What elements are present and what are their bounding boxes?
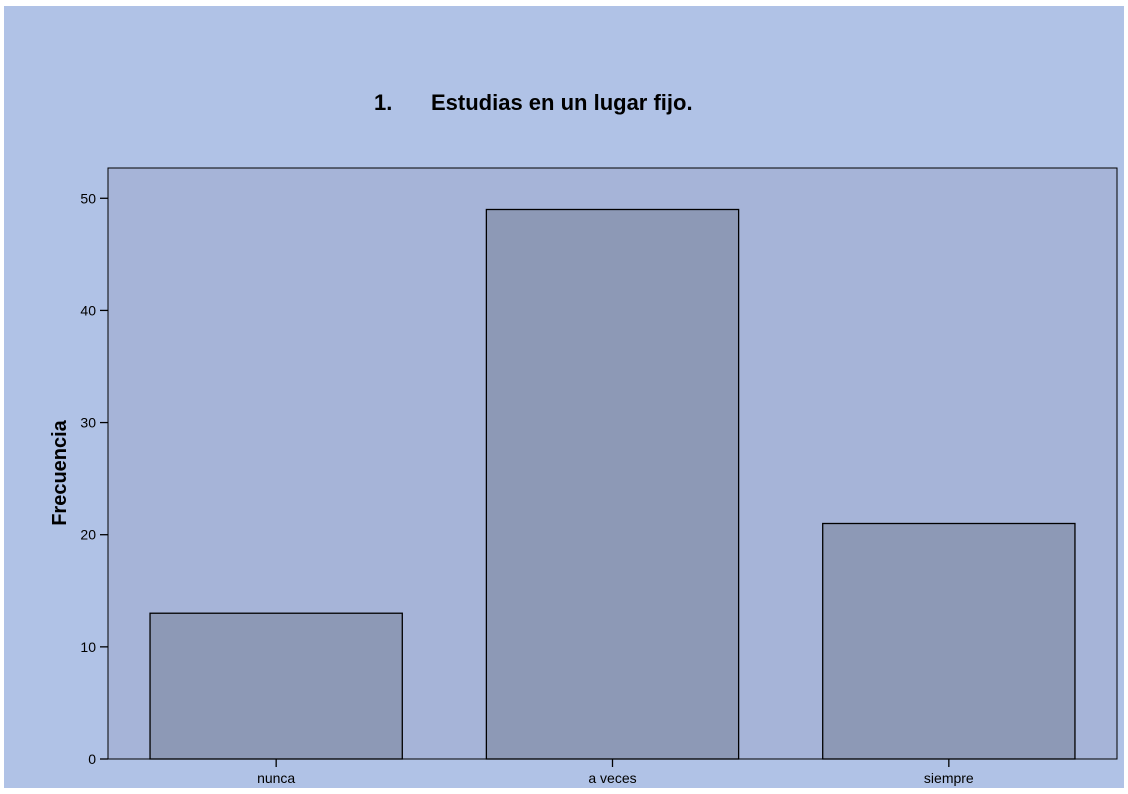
chart-canvas: 1. Estudias en un lugar fijo. 0 10 20 30 40 5… xyxy=(4,6,1124,788)
bar-nunca xyxy=(149,612,403,760)
y-tick-label: 30 xyxy=(80,415,96,431)
y-axis: 0 10 20 30 40 50 xyxy=(80,190,108,767)
y-tick-label: 40 xyxy=(80,302,96,318)
x-axis: nunca a veces siempre xyxy=(257,759,974,786)
bar-a-veces xyxy=(485,208,740,760)
y-tick-label: 50 xyxy=(80,190,96,206)
chart-title-number: 1. xyxy=(374,90,392,115)
x-tick-label: nunca xyxy=(257,770,295,786)
bar-chart: 1. Estudias en un lugar fijo. 0 10 20 30 40 5… xyxy=(49,90,1118,786)
y-tick-label: 20 xyxy=(80,527,96,543)
x-tick-label: siempre xyxy=(924,770,974,786)
y-tick-label: 0 xyxy=(88,751,96,767)
chart-title: Estudias en un lugar fijo. xyxy=(431,90,693,115)
x-tick-label: a veces xyxy=(588,770,636,786)
y-axis-label: Frecuencia xyxy=(49,419,71,525)
y-tick-label: 10 xyxy=(80,639,96,655)
bar-siempre xyxy=(822,522,1076,760)
bars-group xyxy=(149,208,1076,760)
